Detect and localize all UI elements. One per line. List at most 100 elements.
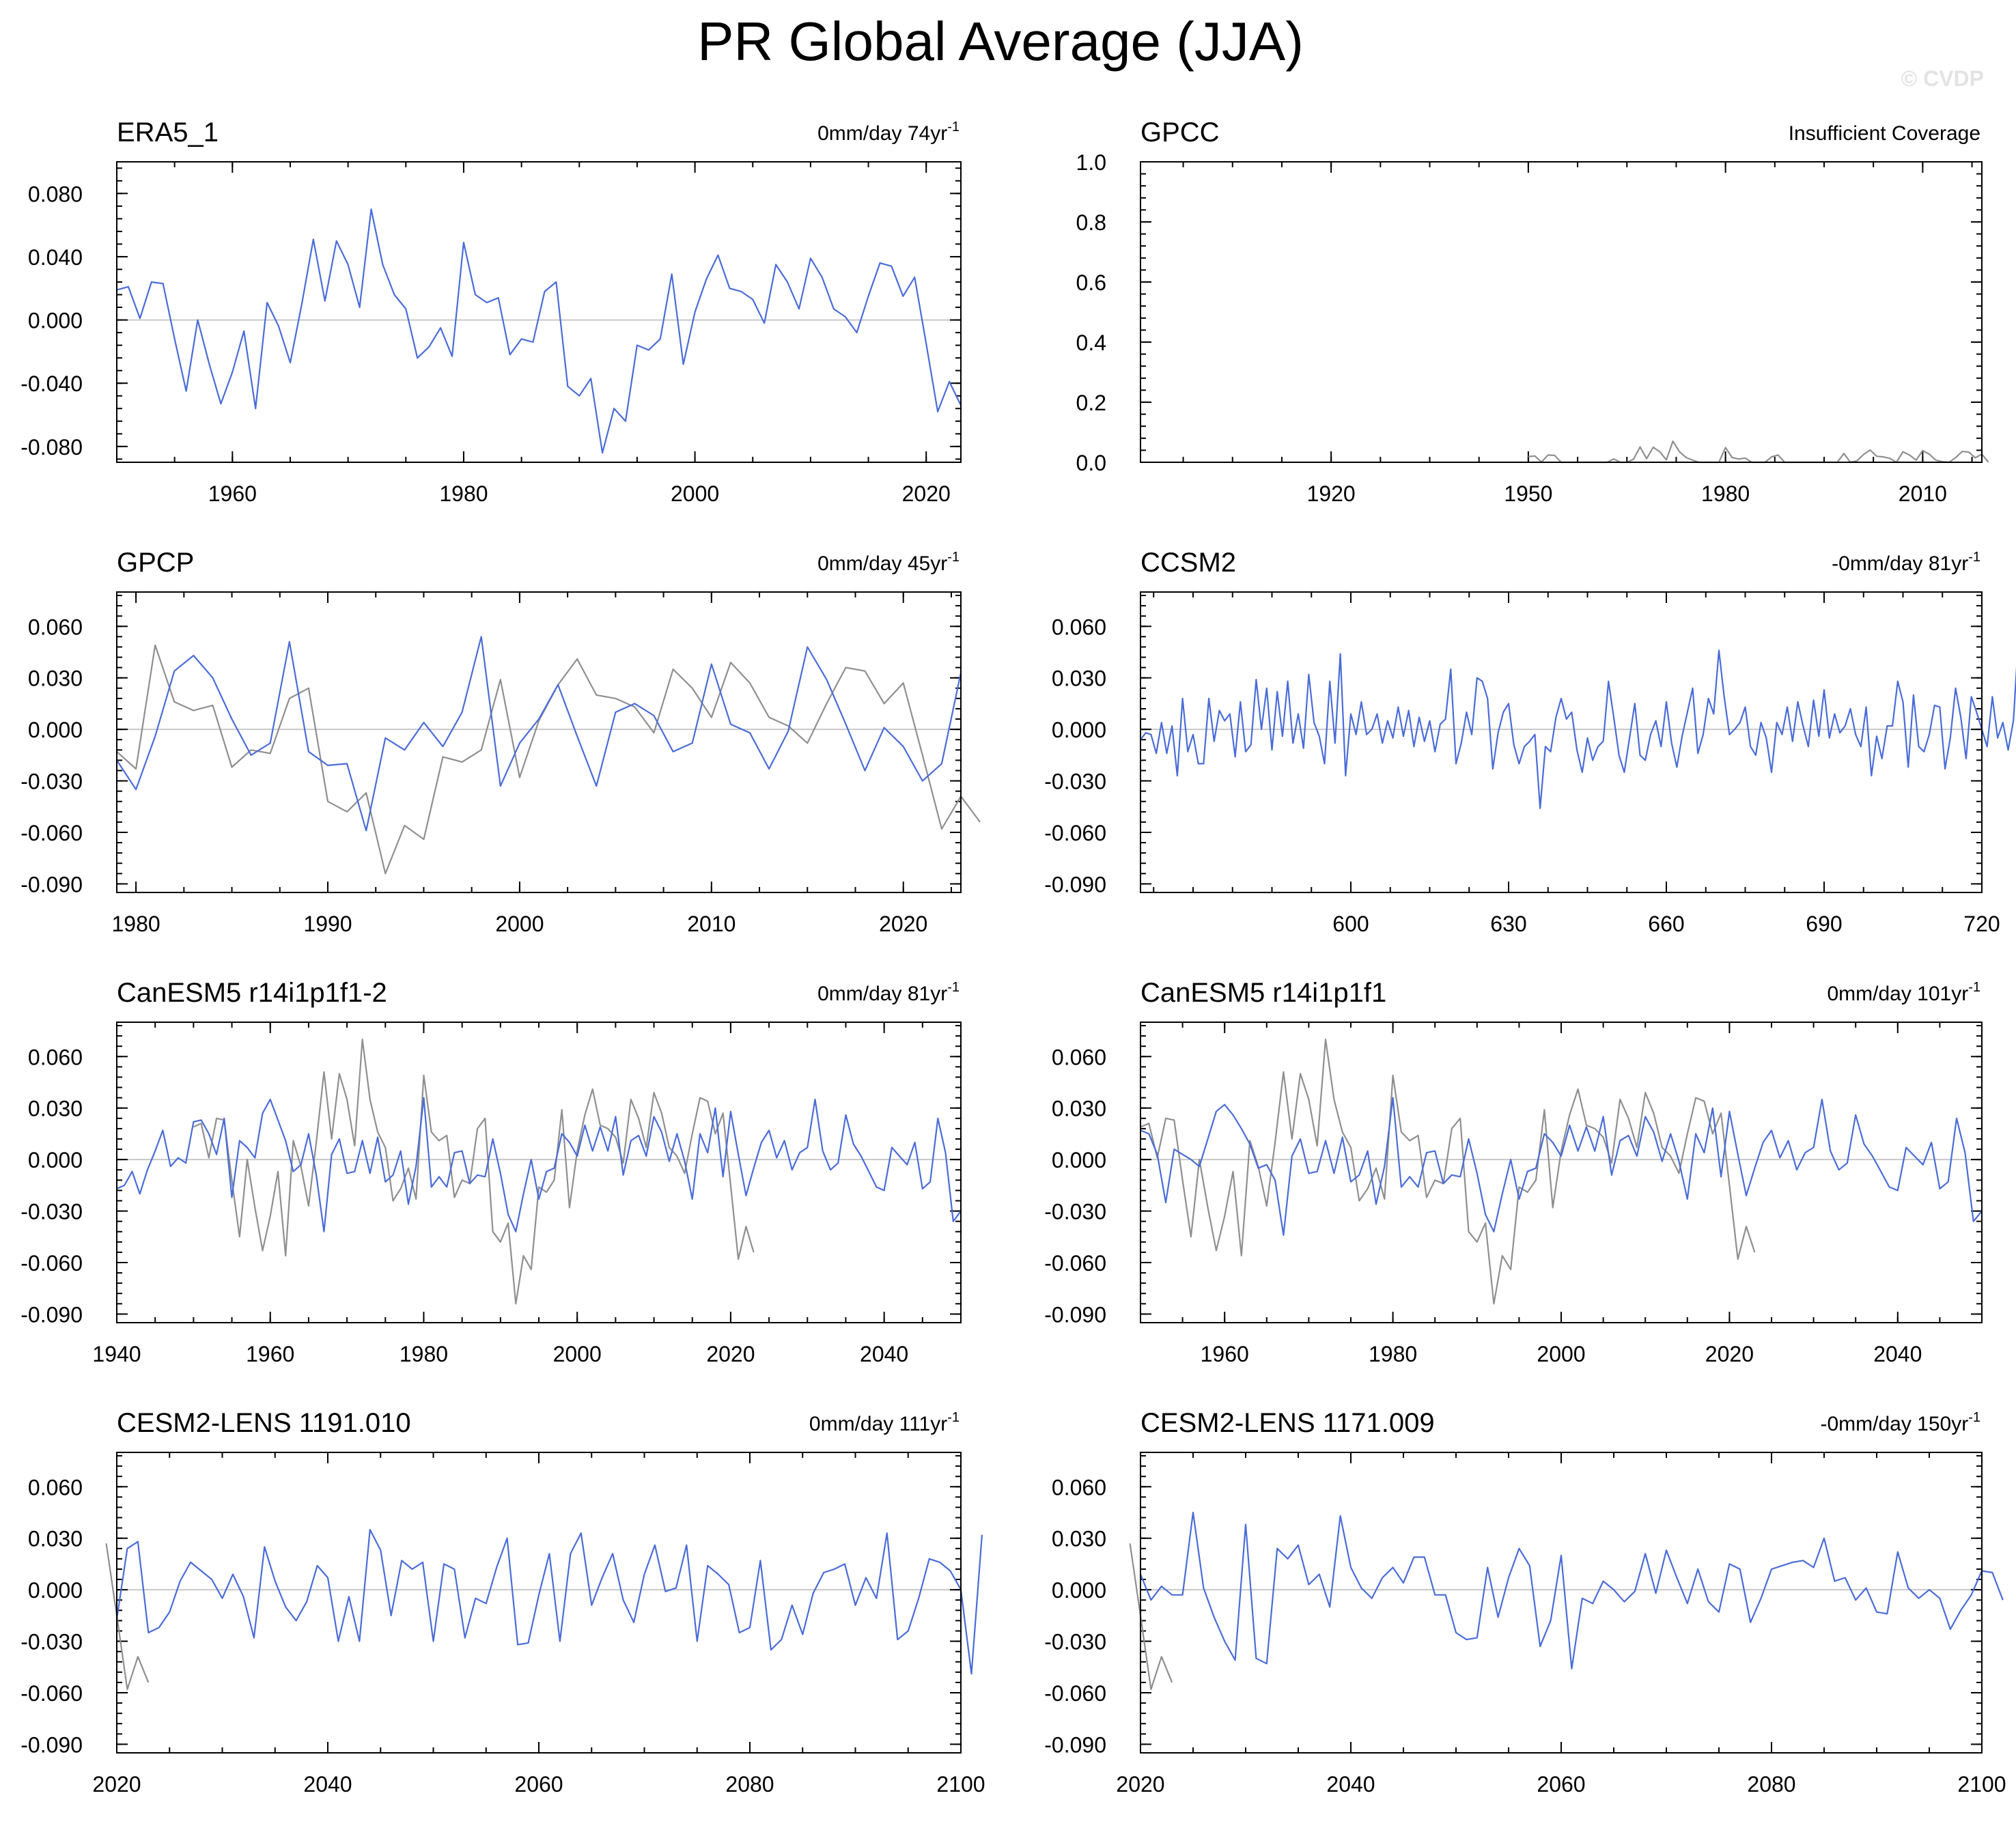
y-tick-label: 0.060 [1052, 615, 1106, 639]
panel-stat: -0mm/day 150yr-1 [1820, 1410, 1980, 1435]
stat-value: 0mm/day 101yr [1827, 983, 1968, 1005]
stat-exponent: -1 [1968, 550, 1980, 565]
panel-5: -0.090 -0.060 -0.030 0.000 0.030 0.060 1940 196… [20, 978, 962, 1366]
x-tick-label: 630 [1490, 912, 1526, 936]
y-tick-label: -0.030 [20, 770, 83, 794]
y-tick-label: 0.030 [1052, 666, 1106, 691]
y-tick-label: 0.000 [1052, 718, 1106, 742]
stat-exponent: -1 [1968, 1410, 1980, 1425]
y-tick-label: 0.030 [1052, 1097, 1106, 1121]
x-tick-label: 660 [1648, 912, 1684, 936]
x-tick-label: 1980 [439, 481, 488, 506]
panel-1: -0.080 -0.040 0.000 0.040 0.080 1960 1980 2000 2… [20, 117, 962, 506]
y-tick-label: 0.040 [28, 245, 83, 270]
y-tick-label: -0.090 [20, 1302, 83, 1327]
x-tick-label: 2020 [902, 481, 951, 506]
y-tick-label: -0.090 [20, 1732, 83, 1757]
y-tick-label: 0.6 [1076, 270, 1106, 295]
series-line-era5-1 [105, 1543, 150, 1691]
y-tick-label: -0.030 [20, 1200, 83, 1224]
stat-value: Insufficient Coverage [1789, 122, 1980, 145]
y-tick-label: -0.080 [20, 435, 83, 460]
stat-value: 0mm/day 45yr [817, 552, 947, 575]
plot-frame [116, 591, 962, 893]
series-line-ccsm2 [1140, 649, 2016, 809]
y-tick-label: 0.000 [28, 1578, 83, 1603]
plot-frame [1140, 1452, 1983, 1754]
y-tick-label: -0.030 [1044, 1200, 1106, 1224]
x-tick-label: 2040 [1326, 1772, 1375, 1797]
watermark: © CVDP [1901, 66, 1984, 91]
stat-exponent: -1 [947, 1410, 960, 1425]
x-tick-label: 1950 [1504, 481, 1552, 506]
x-tick-label: 1920 [1307, 481, 1356, 506]
x-tick-label: 2020 [1116, 1772, 1164, 1797]
panel-title: CESM2-LENS 1171.009 [1140, 1408, 1435, 1438]
x-tick-label: 2000 [553, 1342, 602, 1366]
x-tick-label: 2020 [706, 1342, 755, 1366]
x-tick-label: 720 [1963, 912, 2000, 936]
series-line-gpcp [116, 636, 962, 832]
y-tick-label: -0.090 [1044, 1732, 1106, 1757]
stat-exponent: -1 [947, 119, 960, 135]
series-line-era5-1 [116, 644, 981, 875]
panel-title: GPCP [117, 548, 194, 578]
series-line-era5-1 [193, 1038, 755, 1305]
series-line-canesm5 [1140, 1097, 1983, 1236]
x-tick-label: 2010 [687, 912, 736, 936]
stat-value: -0mm/day 81yr [1832, 552, 1968, 575]
x-tick-label: 1940 [92, 1342, 141, 1366]
x-tick-label: 2080 [1747, 1772, 1795, 1797]
y-tick-label: -0.090 [1044, 872, 1106, 897]
x-tick-label: 600 [1332, 912, 1369, 936]
series-line-cesm2-lens [115, 1529, 983, 1675]
x-tick-label: 1960 [1201, 1342, 1249, 1366]
y-tick-label: 0.030 [28, 1527, 83, 1551]
y-tick-label: 0.4 [1076, 330, 1106, 355]
y-tick-label: 0.030 [1052, 1527, 1106, 1551]
y-tick-label: -0.060 [1044, 1251, 1106, 1276]
x-tick-label: 2060 [1537, 1772, 1585, 1797]
y-tick-label: 0.060 [1052, 1475, 1106, 1500]
series-line-canesm5 [116, 1097, 962, 1233]
panel-title: CESM2-LENS 1191.010 [117, 1408, 411, 1438]
stat-value: 0mm/day 74yr [817, 122, 947, 145]
y-tick-label: 0.060 [28, 1475, 83, 1500]
panel-grid: -0.080 -0.040 0.000 0.040 0.080 1960 1980 2000 2… [20, 117, 2016, 1797]
y-tick-label: 0.060 [1052, 1045, 1106, 1069]
panel-title: CanESM5 r14i1p1f1-2 [117, 978, 387, 1008]
plot-frame [1140, 1022, 1983, 1323]
plot-frame [1140, 161, 1983, 463]
stat-exponent: -1 [947, 980, 960, 995]
plot-frame [116, 1022, 962, 1323]
x-tick-label: 1980 [1701, 481, 1750, 506]
y-tick-label: -0.060 [20, 1681, 83, 1706]
panel-stat: 0mm/day 45yr-1 [817, 550, 960, 575]
y-tick-label: -0.030 [20, 1630, 83, 1655]
x-tick-label: 2000 [1537, 1342, 1585, 1366]
plot-frame [116, 161, 962, 463]
y-tick-label: -0.060 [1044, 821, 1106, 845]
series-line-reference [1528, 440, 1989, 464]
y-tick-label: -0.090 [1044, 1302, 1106, 1327]
x-tick-label: 1960 [246, 1342, 294, 1366]
y-tick-label: -0.060 [20, 821, 83, 845]
y-tick-label: -0.060 [1044, 1681, 1106, 1706]
stat-exponent: -1 [947, 550, 960, 565]
x-tick-label: 2020 [92, 1772, 141, 1797]
y-tick-label: 0.2 [1076, 391, 1106, 415]
x-tick-label: 2100 [936, 1772, 985, 1797]
x-tick-label: 2000 [671, 481, 719, 506]
x-tick-label: 2100 [1957, 1772, 2006, 1797]
y-tick-label: 0.000 [1052, 1148, 1106, 1172]
stat-value: 0mm/day 111yr [809, 1413, 947, 1435]
y-tick-label: -0.060 [20, 1251, 83, 1276]
panel-8: -0.090 -0.060 -0.030 0.000 0.030 0.060 2020 204… [1044, 1408, 2006, 1797]
panel-stat: 0mm/day 101yr-1 [1827, 980, 1980, 1005]
panel-title: GPCC [1140, 117, 1220, 147]
x-tick-label: 2010 [1899, 481, 1947, 506]
x-tick-label: 1990 [303, 912, 352, 936]
y-tick-label: 0.000 [28, 309, 83, 333]
y-tick-label: 0.060 [28, 1045, 83, 1069]
